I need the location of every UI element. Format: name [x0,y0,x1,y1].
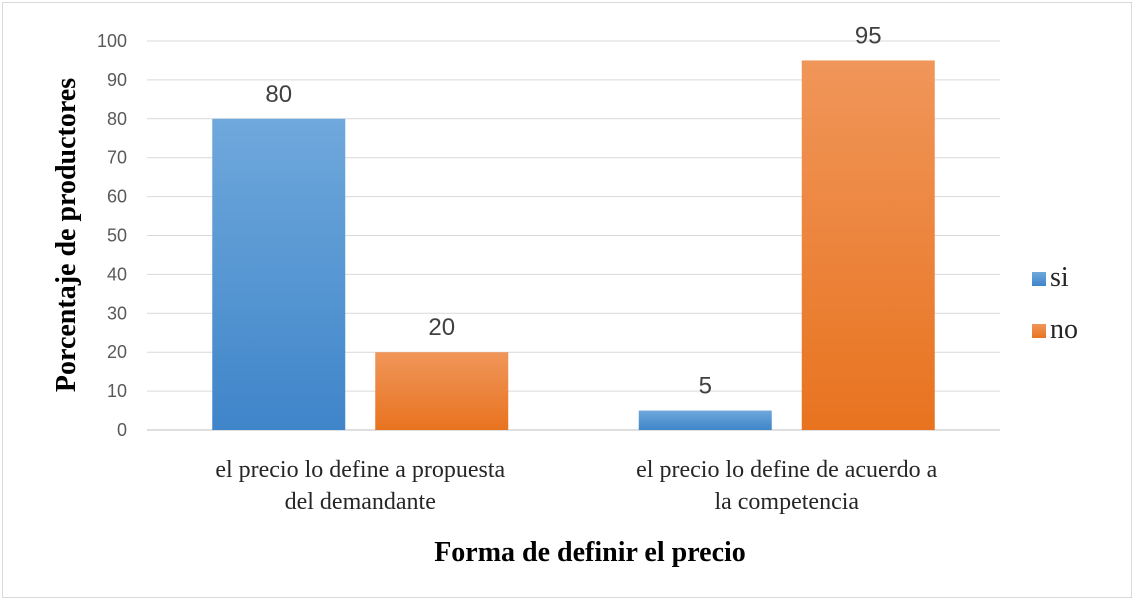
y-tick-label: 10 [107,381,127,401]
data-label: 5 [699,373,712,400]
category-label: el precio lo define a propuesta [215,457,505,483]
bar-si-2 [638,410,772,430]
y-axis-title: Porcentaje de productores [51,78,82,392]
legend-swatch-si [1032,272,1046,286]
y-tick-label: 30 [107,303,127,323]
category-label: el precio lo define de acuerdo a [636,457,938,483]
x-axis-title: Forma de definir el precio [434,537,746,568]
bar-no-1 [375,352,509,430]
y-tick-label: 100 [97,31,127,51]
y-tick-label: 60 [107,187,127,207]
y-tick-labels: 0 10 20 30 40 50 60 70 80 90 100 [97,31,127,440]
data-labels: 80 20 5 95 [265,22,881,399]
data-label: 95 [855,22,882,49]
legend: si no [1032,262,1078,345]
category-label: del demandante [285,489,436,515]
y-tick-label: 0 [117,420,127,440]
bar-si-1 [212,118,346,431]
legend-label-no: no [1050,314,1078,345]
bar-no-2 [801,60,935,430]
legend-label-si: si [1050,262,1069,293]
data-label: 80 [265,81,292,108]
legend-swatch-no [1032,324,1046,338]
category-labels: el precio lo define a propuesta del deman… [215,457,937,515]
bars [212,60,935,431]
y-tick-label: 50 [107,226,127,246]
y-tick-label: 80 [107,109,127,129]
y-tick-label: 40 [107,264,127,284]
y-tick-label: 90 [107,70,127,90]
data-label: 20 [428,314,455,341]
category-label: la competencia [714,489,859,515]
y-tick-label: 70 [107,148,127,168]
y-tick-label: 20 [107,342,127,362]
